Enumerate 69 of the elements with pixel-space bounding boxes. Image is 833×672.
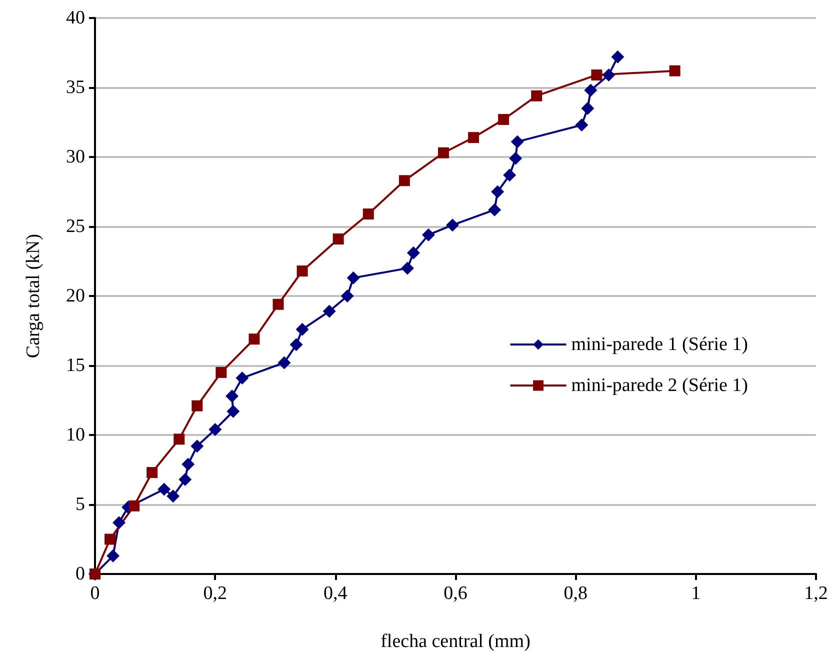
x-tick-label: 1,2 bbox=[804, 583, 828, 604]
legend-label: mini-parede 1 (Série 1) bbox=[571, 334, 748, 355]
x-tick-label: 0,2 bbox=[203, 583, 228, 604]
point bbox=[322, 304, 336, 318]
point bbox=[446, 218, 459, 232]
point bbox=[346, 271, 360, 284]
point bbox=[611, 50, 624, 64]
point bbox=[584, 84, 598, 97]
x-tick-label: 0,4 bbox=[323, 583, 348, 604]
point bbox=[503, 168, 516, 182]
point bbox=[581, 102, 594, 115]
point bbox=[112, 516, 126, 530]
point bbox=[174, 434, 185, 445]
y-tick-label: 10 bbox=[66, 424, 85, 446]
y-tick-label: 35 bbox=[66, 77, 85, 98]
point bbox=[248, 334, 260, 345]
point bbox=[226, 404, 240, 418]
point bbox=[340, 290, 354, 302]
point bbox=[296, 322, 309, 336]
point bbox=[146, 467, 158, 478]
point bbox=[158, 482, 171, 496]
point bbox=[290, 338, 303, 352]
point bbox=[669, 65, 680, 76]
y-tick-label: 5 bbox=[76, 494, 85, 515]
point bbox=[296, 265, 308, 276]
y-tick-label: 40 bbox=[66, 8, 85, 28]
point bbox=[332, 234, 344, 245]
x-tick-label: 0 bbox=[90, 583, 100, 604]
x-tick-label: 0,6 bbox=[444, 583, 468, 604]
x-axis-title: flecha central (mm) bbox=[380, 631, 530, 652]
point bbox=[362, 208, 374, 220]
point bbox=[498, 114, 510, 125]
point bbox=[216, 366, 227, 378]
point bbox=[278, 356, 291, 370]
point bbox=[272, 298, 284, 310]
y-tick-label: 30 bbox=[66, 146, 85, 168]
point bbox=[491, 185, 504, 198]
point bbox=[406, 246, 420, 260]
point bbox=[208, 422, 222, 436]
point bbox=[128, 500, 140, 512]
point bbox=[106, 549, 120, 562]
point bbox=[468, 132, 480, 144]
y-tick-label: 15 bbox=[66, 355, 85, 376]
point bbox=[178, 472, 192, 486]
x-tick-label: 0,8 bbox=[564, 583, 588, 604]
point bbox=[182, 458, 195, 471]
point bbox=[591, 69, 602, 80]
point bbox=[575, 118, 588, 132]
point bbox=[190, 440, 204, 453]
point bbox=[509, 152, 522, 165]
point bbox=[602, 68, 616, 82]
point bbox=[236, 372, 249, 385]
point bbox=[422, 228, 435, 242]
point bbox=[400, 262, 414, 275]
point bbox=[531, 90, 542, 102]
point bbox=[398, 175, 410, 186]
point bbox=[438, 147, 449, 158]
x-tick-label: 1 bbox=[691, 583, 701, 604]
point bbox=[192, 400, 203, 412]
y-axis-title: Carga total (kN) bbox=[23, 234, 44, 358]
point bbox=[488, 203, 502, 216]
point bbox=[166, 490, 180, 503]
point bbox=[225, 390, 238, 403]
y-tick-label: 0 bbox=[76, 564, 85, 584]
y-tick-label: 25 bbox=[66, 216, 85, 237]
y-tick-label: 20 bbox=[66, 286, 85, 306]
point bbox=[104, 534, 116, 545]
legend-label: mini-parede 2 (Série 1) bbox=[571, 375, 748, 396]
point bbox=[510, 135, 524, 148]
